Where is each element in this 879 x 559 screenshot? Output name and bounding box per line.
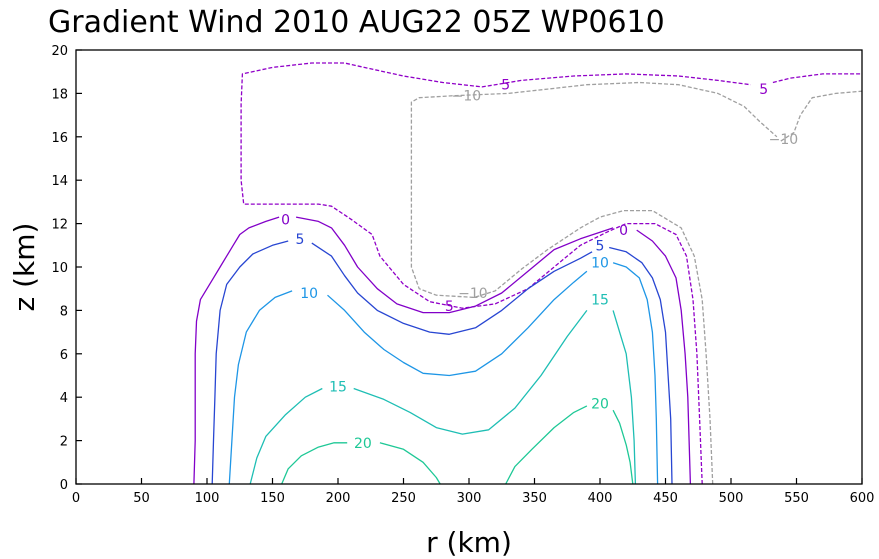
- contour-line--10: [780, 90, 863, 142]
- contour-line-15: [249, 387, 323, 485]
- contour-label-10: 10: [300, 286, 318, 302]
- y-axis-label: z (km): [8, 223, 41, 312]
- contour-line-20: [505, 405, 588, 485]
- x-tick-label: 450: [653, 491, 678, 506]
- contour-line-15: [353, 310, 588, 435]
- contour-line--5: [240, 62, 751, 485]
- y-tick-label: 18: [51, 87, 68, 102]
- x-tick-label: 550: [784, 491, 809, 506]
- contour-label--5: 5: [501, 78, 510, 94]
- y-tick-label: 12: [51, 218, 68, 233]
- x-tick-label: 250: [391, 491, 416, 506]
- contour-line-10: [228, 290, 293, 485]
- contour-line-10: [327, 270, 588, 377]
- contour-label-5: 5: [596, 238, 605, 254]
- contour-line-15: [612, 310, 637, 485]
- x-tick-label: 50: [133, 491, 150, 506]
- contour-label-15: 15: [591, 293, 609, 309]
- y-tick-label: 2: [60, 435, 68, 450]
- x-tick-label: 150: [260, 491, 285, 506]
- contour-line-5: [211, 240, 289, 485]
- contour-line-0: [295, 216, 614, 314]
- x-axis-label: r (km): [426, 526, 512, 559]
- y-tick-label: 16: [51, 131, 68, 146]
- contour-label-20: 20: [354, 436, 372, 452]
- y-tick-label: 4: [60, 391, 68, 406]
- chart-title: Gradient Wind 2010 AUG22 05Z WP0610: [48, 5, 665, 40]
- contour-line-0: [636, 229, 692, 485]
- contour-line--5: [772, 73, 862, 84]
- y-tick-label: 20: [51, 44, 68, 59]
- x-tick-label: 100: [195, 491, 220, 506]
- x-tick-label: 500: [719, 491, 744, 506]
- contour-label--10: −10: [769, 132, 799, 148]
- contour-label-5: 5: [296, 232, 305, 248]
- x-tick-label: 600: [850, 491, 875, 506]
- y-axis-ticks: 0 2 4 6 8 10 12 14 16 18 20: [51, 44, 82, 493]
- x-tick-label: 300: [457, 491, 482, 506]
- y-tick-label: 10: [51, 261, 68, 276]
- x-tick-label: 350: [522, 491, 547, 506]
- contour-label-15: 15: [329, 379, 347, 395]
- contour-label--10: −10: [458, 286, 488, 302]
- x-tick-label: 400: [588, 491, 613, 506]
- x-axis-ticks: 0 50 100 150 200 250 300 350 400 450 500 550 600: [72, 478, 875, 506]
- contour-line--10: [410, 81, 778, 485]
- contour-line-5: [311, 242, 593, 335]
- contour-label-20: 20: [591, 397, 609, 413]
- contour-line-20: [612, 409, 634, 485]
- contour-line-10: [612, 262, 659, 485]
- contour-label-0: 0: [619, 223, 628, 239]
- contour-label--5: 5: [759, 82, 768, 98]
- contour-label--5: 5: [445, 299, 454, 315]
- contour-label--10: −10: [452, 89, 482, 105]
- contour-line-20: [281, 442, 348, 485]
- contour-line-5: [609, 246, 673, 485]
- x-tick-label: 200: [326, 491, 351, 506]
- plot-frame: [75, 49, 863, 485]
- x-tick-label: 0: [72, 491, 80, 506]
- contour-label-0: 0: [281, 212, 290, 228]
- contour-line-0: [193, 216, 280, 485]
- contour-lines: [193, 62, 863, 485]
- y-tick-label: 8: [60, 304, 68, 319]
- y-tick-label: 6: [60, 348, 68, 363]
- y-tick-label: 0: [60, 478, 68, 493]
- contour-label-10: 10: [591, 256, 609, 272]
- y-tick-label: 14: [51, 174, 68, 189]
- contour-line-20: [379, 442, 441, 485]
